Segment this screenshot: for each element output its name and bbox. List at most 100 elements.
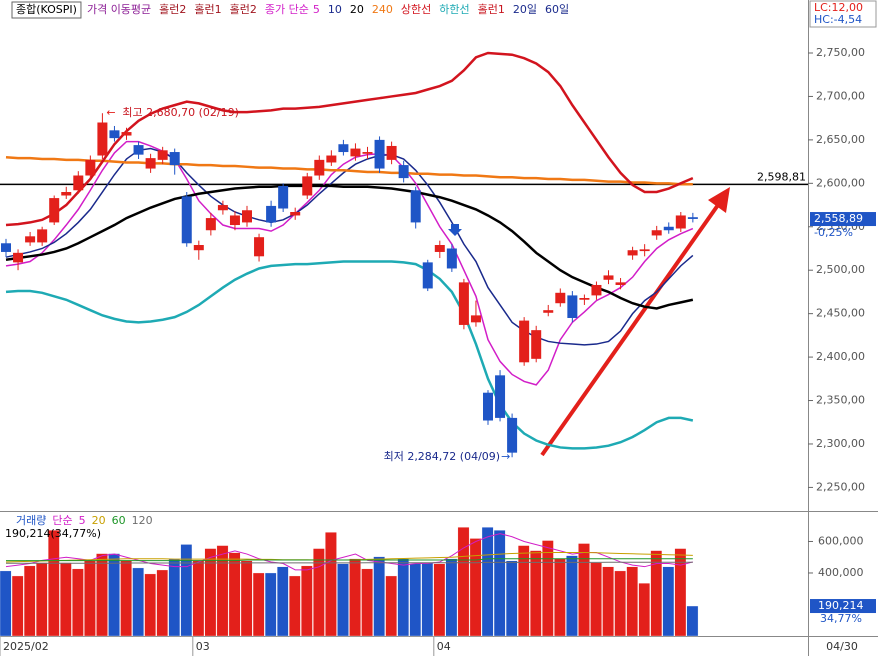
candle-body (386, 145, 397, 160)
volume-bar (445, 558, 458, 637)
volume-bar (626, 566, 638, 637)
legend-entry: 10 (328, 3, 342, 16)
candle-body (362, 152, 373, 154)
y-tick-label: 2,500,00 (816, 263, 865, 276)
ma-line (5, 184, 694, 310)
volume-bar (11, 575, 24, 637)
volume-bar (590, 562, 602, 637)
legend-label: 홀런2 (230, 3, 257, 16)
y-tick-label: 2,400,00 (816, 350, 865, 363)
volume-bar (48, 530, 60, 637)
candle-body (326, 155, 337, 163)
y-tick-label: 600,000 (818, 534, 864, 547)
candle-body (639, 249, 650, 252)
volume-ma-line (5, 533, 693, 571)
volume-bar (674, 548, 687, 637)
volume-bar (23, 565, 36, 637)
volume-bar (108, 553, 120, 637)
candle-body (507, 417, 518, 453)
volume-bar (168, 558, 181, 637)
candle-body (290, 211, 301, 216)
legend-label: 홀런1 (194, 3, 221, 16)
candle-body (543, 310, 554, 313)
current-volume-box (810, 599, 876, 614)
high-note: 최고 2,680,70 (02/19) (122, 106, 239, 119)
title-box (11, 1, 82, 19)
candle-body (663, 226, 674, 231)
volume-ma-prefix: 단순 (52, 514, 72, 527)
candle-body (254, 237, 265, 257)
candle-body (242, 210, 252, 223)
low-note: 최저 2,284,72 (04/09) (384, 450, 501, 463)
x-tick-label: 2025/02 (3, 640, 49, 653)
volume-bar (385, 575, 397, 637)
candle-body (314, 159, 325, 176)
candle-body (687, 217, 698, 219)
hc-label: HC:-4,54 (814, 13, 862, 26)
candle-body (398, 165, 409, 179)
volume-bar (662, 566, 675, 637)
candle-body (495, 375, 506, 418)
legend-entry: 하한선 (439, 2, 469, 16)
trend-arrow-head (708, 187, 730, 213)
volume-bar (602, 566, 614, 637)
candle-body (446, 248, 457, 269)
volume-bar (276, 566, 289, 637)
volume-bar (156, 569, 168, 637)
candle-body (470, 315, 481, 323)
volume-bar (180, 544, 193, 637)
volume-bar (313, 548, 325, 637)
volume-bar (578, 543, 590, 637)
legend-entry: 20 (350, 3, 364, 16)
y-tick-label: 2,450,00 (816, 307, 865, 320)
volume-bar (252, 572, 265, 637)
ma-line (5, 140, 694, 386)
volume-bar (0, 570, 12, 637)
candle-body (145, 158, 156, 169)
volume-bar (518, 545, 530, 637)
volume-bar (301, 565, 313, 637)
candle-body (555, 292, 566, 304)
volume-info: 190,214(34,77%) (5, 527, 101, 540)
candle-body (49, 198, 60, 223)
candle-body (531, 330, 542, 359)
legend-label: 홀런1 (478, 3, 505, 16)
volume-bar (96, 553, 108, 637)
ma-line (5, 260, 694, 450)
lc-label: LC:12,00 (814, 1, 863, 14)
candle-body (37, 229, 48, 243)
legend-entry: 240 (372, 3, 393, 16)
volume-bar (614, 570, 626, 637)
legend-entry: 60 (112, 514, 126, 527)
legend-label: 가격 이동평균 (87, 3, 151, 16)
candle-body (121, 132, 132, 136)
y-tick-label: 2,350,00 (816, 394, 865, 407)
volume-bar (228, 552, 241, 637)
reference-label: 2,598,81 (757, 170, 806, 183)
candle-body (61, 192, 72, 196)
volume-bar (36, 562, 48, 637)
ma-line (5, 147, 694, 346)
lc-hc-box (809, 0, 877, 28)
volume-bar (686, 605, 699, 637)
volume-bar (132, 567, 144, 637)
volume-title: 거래량 (16, 514, 46, 527)
volume-ma-line (6, 561, 693, 564)
candle-body (13, 252, 24, 263)
legend-entry: 5 (79, 514, 86, 527)
candle-body (350, 148, 361, 157)
volume-bar (264, 572, 277, 637)
volume-ma-line (6, 558, 693, 562)
candle-body (374, 139, 385, 169)
candle-body (73, 175, 84, 191)
volume-bar (409, 563, 422, 637)
ma-line (5, 51, 694, 227)
volume-bar (192, 560, 205, 637)
volume-bar (349, 558, 361, 637)
candle-body (302, 176, 313, 196)
candle-body (410, 190, 421, 223)
candle-body (109, 130, 120, 139)
volume-bar (397, 558, 409, 637)
